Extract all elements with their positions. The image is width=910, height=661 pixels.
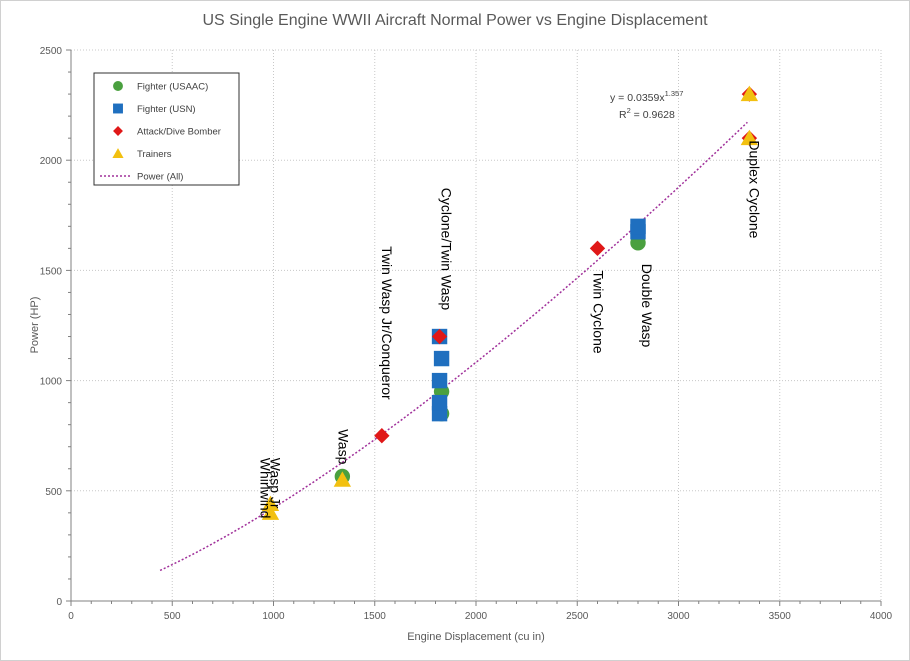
point-trainers (261, 495, 280, 512)
legend-marker (113, 126, 123, 136)
legend-marker (113, 103, 123, 114)
annotation-double-wasp: Double Wasp (639, 264, 655, 348)
legend-marker (112, 148, 124, 158)
equation-text: y = 0.0359x1.357 (610, 89, 683, 104)
point-attack-dive-bomber (431, 328, 448, 345)
y-axis-label: Power (HP) (29, 297, 41, 354)
r-squared-text: R2 = 0.9628 (619, 106, 675, 121)
x-tick-label: 4000 (870, 611, 893, 622)
point-fighter-usn (433, 350, 450, 367)
x-tick-label: 500 (164, 611, 181, 622)
data-points (261, 85, 759, 520)
y-tick-label: 1500 (40, 266, 63, 277)
y-tick-label: 2000 (40, 156, 63, 167)
axes (66, 49, 882, 606)
y-tick-label: 1000 (40, 377, 63, 388)
point-fighter-usn (630, 218, 646, 235)
annotation-duplex-cyclone: Duplex Cyclone (746, 140, 762, 238)
x-tick-label: 3000 (667, 611, 690, 622)
point-trainers (740, 129, 759, 146)
point-attack-dive-bomber (589, 240, 606, 257)
point-fighter-usn (431, 372, 448, 389)
trendline-equation: y = 0.0359x1.357 R2 = 0.9628 (610, 89, 683, 121)
legend-label: Fighter (USN) (137, 104, 196, 115)
x-tick-label: 1000 (262, 611, 285, 622)
annotation-wasp-jr: Wasp Jr (267, 458, 283, 509)
x-tick-label: 0 (68, 611, 74, 622)
legend-label: Attack/Dive Bomber (137, 127, 221, 138)
chart-title: US Single Engine WWII Aircraft Normal Po… (202, 12, 708, 29)
legend-label: Trainers (137, 149, 172, 160)
annotation-twin-cyclone: Twin Cyclone (590, 270, 606, 353)
legend-marker (113, 81, 123, 91)
x-tick-label: 2000 (465, 611, 488, 622)
x-tick-label: 3500 (769, 611, 792, 622)
y-tick-label: 500 (45, 487, 62, 498)
y-tick-labels: 0 500 1000 1500 2000 2500 (40, 46, 63, 608)
x-tick-label: 1500 (364, 611, 387, 622)
x-tick-labels: 0 500 1000 1500 2000 2500 3000 3500 4000 (68, 611, 892, 622)
legend-label: Fighter (USAAC) (137, 82, 208, 93)
point-trainers (740, 85, 759, 102)
annotation-whirlwind: Whirlwind (257, 458, 273, 519)
point-trainers (261, 504, 280, 520)
x-tick-label: 2500 (566, 611, 589, 622)
point-trainers (333, 471, 352, 487)
point-attack-dive-bomber (374, 428, 390, 444)
annotation-wasp: Wasp (335, 429, 351, 464)
y-tick-label: 0 (56, 597, 62, 608)
annotation-cyclone-twin-wasp: Cyclone/Twin Wasp (439, 188, 455, 311)
legend-label: Power (All) (137, 172, 183, 183)
x-axis-label: Engine Displacement (cu in) (407, 631, 545, 643)
legend: Fighter (USAAC) Fighter (USN) Attack/Dive … (93, 72, 240, 186)
point-fighter-usn (431, 394, 448, 411)
y-tick-label: 2500 (40, 46, 63, 57)
annotation-twin-wasp-jr: Twin Wasp Jr/Conqueror (379, 246, 395, 400)
